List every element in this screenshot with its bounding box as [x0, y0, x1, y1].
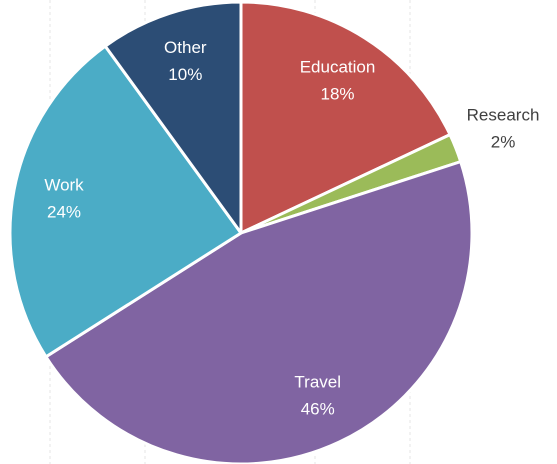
slice-label: Work	[44, 176, 84, 195]
slice-label: Other	[164, 38, 207, 57]
slice-value-label: 18%	[321, 84, 355, 103]
pie-slice	[44, 160, 474, 464]
pie-slice	[103, 0, 243, 235]
slice-value-label: 10%	[168, 65, 202, 84]
slice-label: Education	[300, 57, 376, 76]
slice-value-label: 2%	[491, 133, 516, 152]
slice-value-label: 46%	[301, 400, 335, 419]
slice-label: Research	[467, 106, 540, 125]
pie-slice	[8, 44, 243, 359]
slice-value-label: 24%	[47, 203, 81, 222]
pie-slice	[239, 0, 452, 235]
slice-label: Travel	[294, 373, 341, 392]
